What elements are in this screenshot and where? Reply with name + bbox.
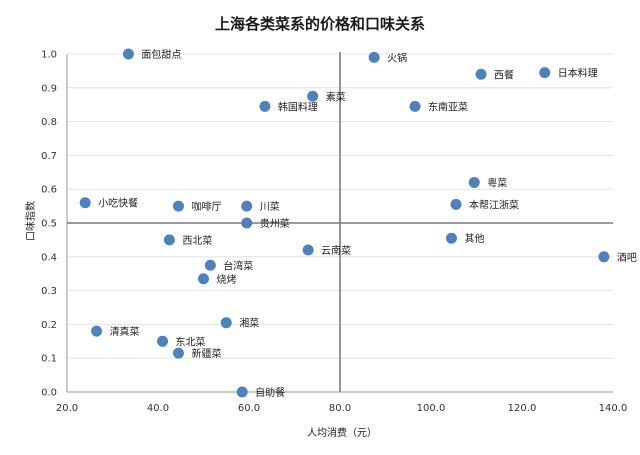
point-label: 云南菜: [321, 244, 351, 257]
x-axis-label: 人均消费（元）: [307, 426, 377, 439]
point-label: 面包甜点: [141, 48, 181, 61]
data-point: [302, 244, 314, 256]
data-point: [445, 232, 457, 244]
data-point: [236, 386, 248, 398]
point-label: 川菜: [260, 201, 280, 213]
point-label: 清真菜: [110, 325, 140, 338]
point-label: 小吃快餐: [98, 197, 138, 210]
data-point: [450, 198, 462, 210]
data-point: [79, 197, 91, 209]
point-label: 台湾菜: [223, 259, 253, 272]
data-point: [307, 90, 319, 102]
x-tick-label: 40.0: [147, 403, 169, 414]
data-point: [220, 317, 232, 329]
y-tick-label: 0.6: [41, 185, 57, 196]
data-point: [204, 259, 216, 271]
data-point: [163, 234, 175, 246]
y-tick-label: 0.3: [41, 286, 57, 297]
point-label: 韩国料理: [278, 100, 318, 113]
point-label: 东南亚菜: [428, 100, 468, 113]
point-label: 本帮江浙菜: [469, 198, 519, 211]
data-point: [259, 100, 271, 112]
x-tick-label: 80.0: [329, 403, 351, 414]
y-tick-label: 0.1: [41, 354, 57, 365]
point-label: 日本料理: [558, 67, 598, 80]
y-axis-label: 口味指数: [24, 201, 37, 241]
point-label: 烧烤: [217, 273, 237, 286]
data-point: [241, 217, 253, 229]
data-point: [475, 68, 487, 80]
data-point: [409, 100, 421, 112]
y-tick-label: 0.8: [41, 117, 57, 128]
data-points: [79, 48, 610, 398]
point-label: 火锅: [387, 52, 407, 64]
point-label: 其他: [464, 232, 484, 245]
point-label: 西北菜: [182, 235, 212, 247]
data-point: [172, 347, 184, 359]
point-label: 酒吧: [617, 252, 637, 264]
y-tick-label: 0.4: [41, 252, 57, 263]
point-label: 东北菜: [176, 335, 206, 348]
point-label: 自助餐: [255, 386, 285, 399]
y-tick-label: 0.2: [41, 320, 57, 331]
x-tick-label: 60.0: [238, 403, 260, 414]
point-label: 素菜: [326, 90, 346, 103]
data-point: [198, 273, 209, 285]
chart-title: 上海各类菜系的价格和口味关系: [215, 15, 425, 33]
y-tick-label: 0.9: [41, 83, 57, 94]
data-point: [468, 176, 480, 188]
data-point: [539, 67, 551, 79]
data-point: [241, 200, 253, 212]
y-tick-label: 0.7: [41, 151, 57, 162]
y-tick-label: 0.0: [41, 388, 57, 399]
x-tick-label: 120.0: [508, 403, 537, 414]
x-tick-labels: 20.0 40.0 60.0 80.0 100.0 120.0 140.0: [56, 403, 627, 414]
reference-lines: [67, 52, 613, 392]
point-label: 新疆菜: [191, 347, 221, 360]
point-label: 粤菜: [487, 176, 507, 189]
data-point: [368, 51, 380, 63]
x-tick-label: 100.0: [417, 403, 446, 414]
y-tick-label: 1.0: [41, 50, 57, 61]
data-point: [91, 325, 103, 337]
x-tick-label: 20.0: [56, 403, 78, 414]
y-tick-labels: 0.0 0.1 0.2 0.3 0.4 0.5 0.6 0.7 0.8 0.9 1.0: [41, 50, 57, 399]
y-tick-label: 0.5: [41, 219, 57, 230]
data-point: [598, 251, 610, 263]
point-label: 贵州菜: [260, 217, 290, 230]
data-point: [122, 48, 134, 60]
data-point: [157, 335, 169, 347]
point-label: 西餐: [494, 68, 514, 81]
point-label: 湘菜: [239, 317, 259, 330]
point-label: 咖啡厅: [191, 201, 221, 213]
x-tick-label: 140.0: [599, 403, 628, 414]
data-point: [172, 200, 184, 212]
